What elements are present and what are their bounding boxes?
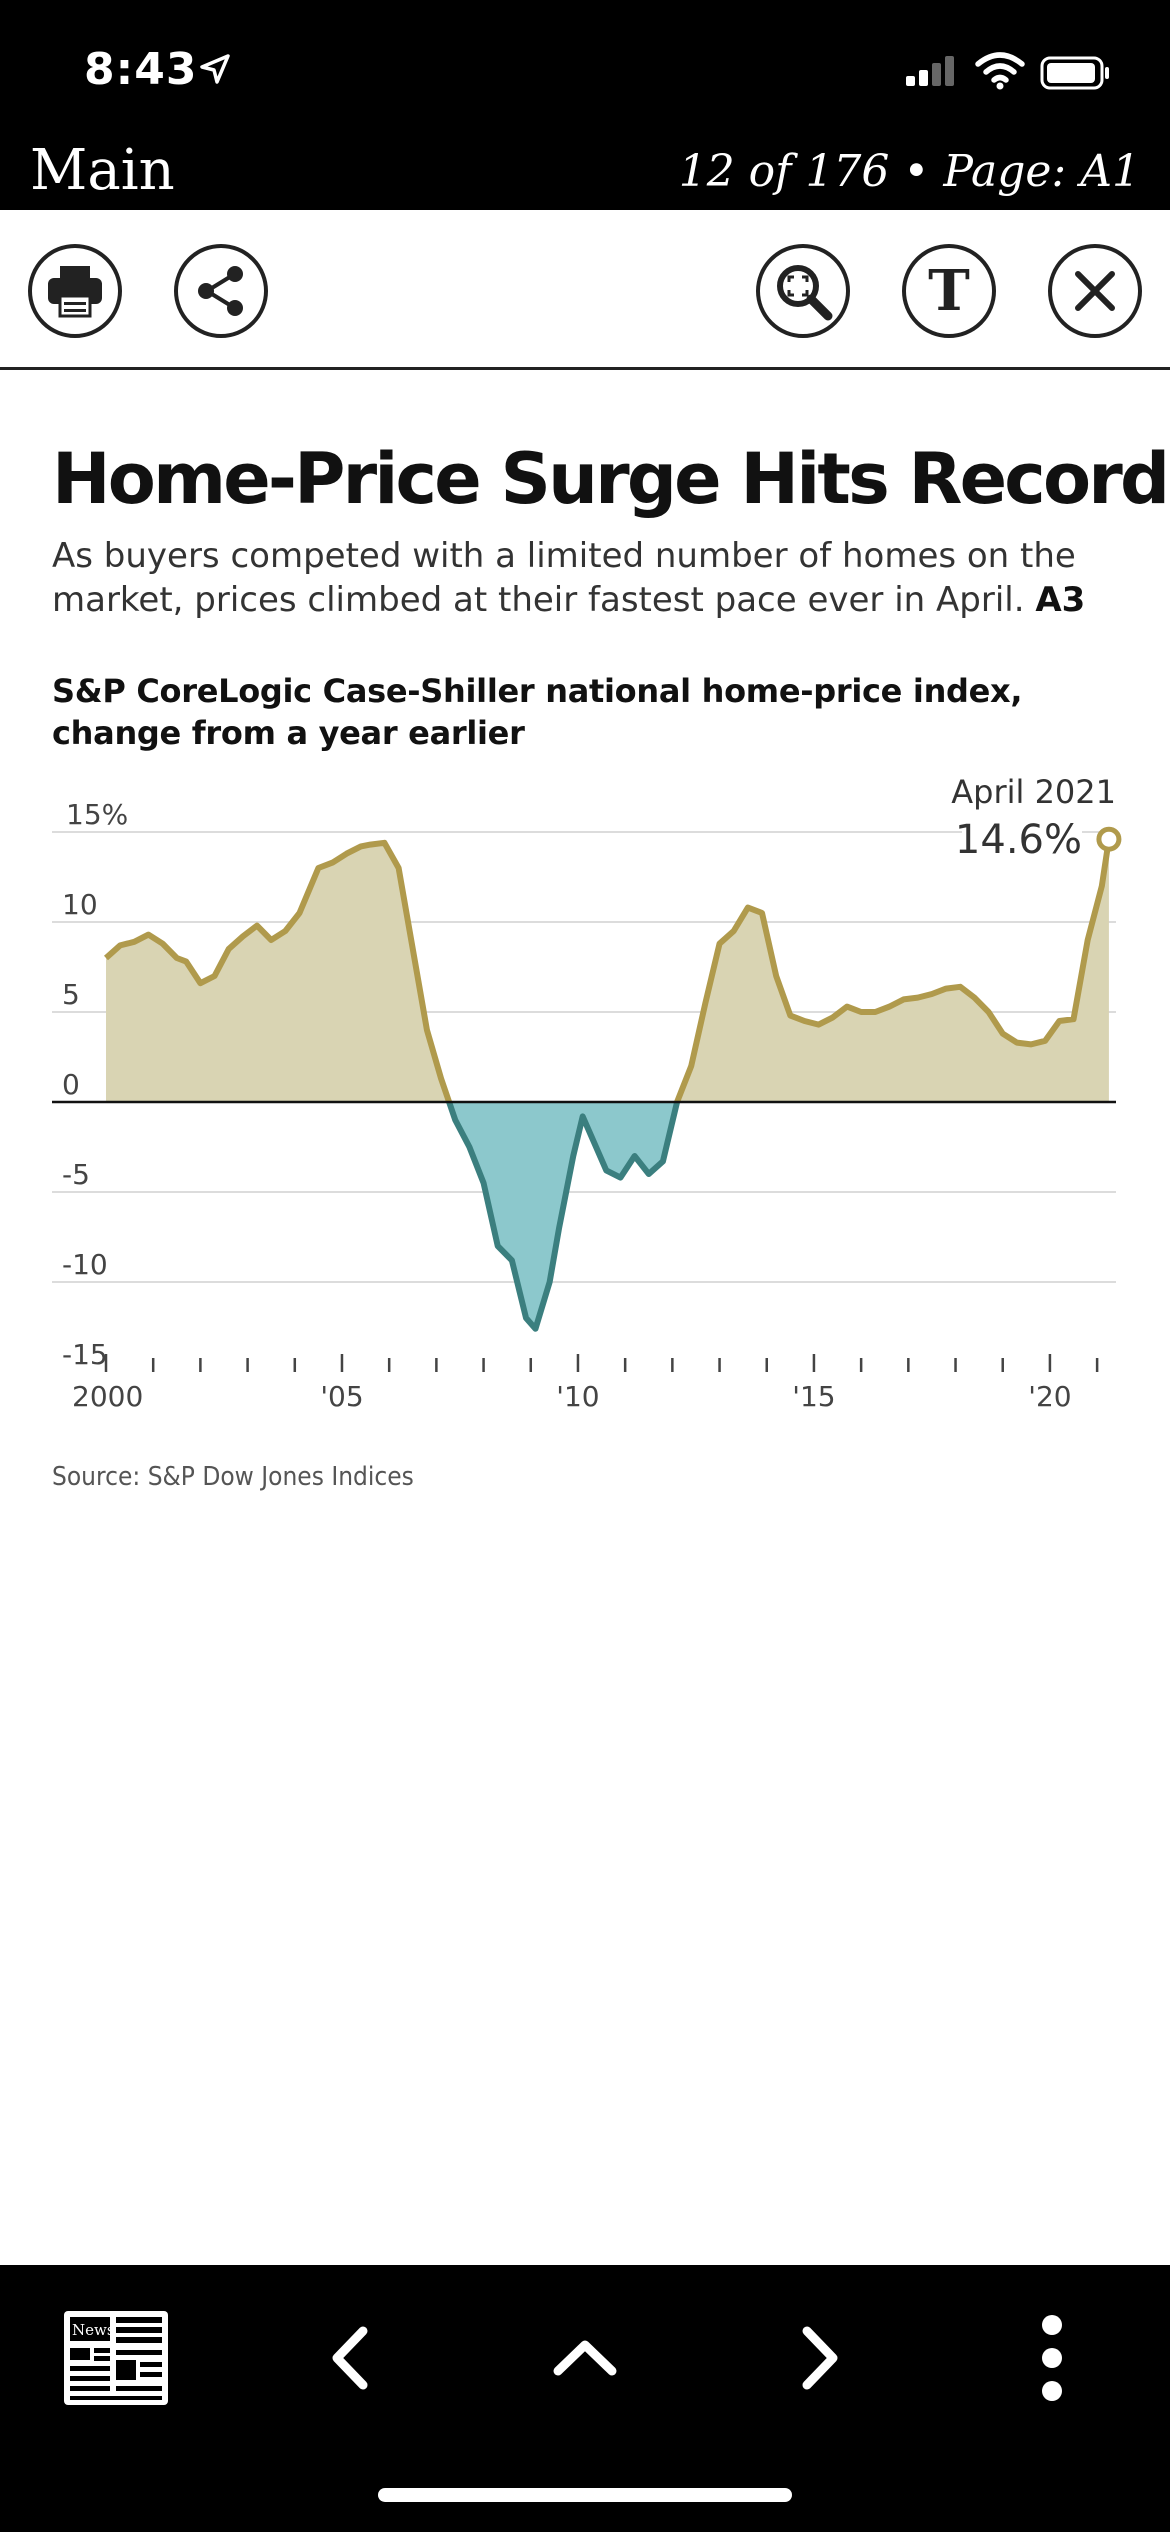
annotation-marker (1096, 826, 1122, 852)
x-tick-label: '20 (1028, 1380, 1071, 1413)
print-button[interactable] (28, 244, 122, 338)
printer-icon (48, 266, 102, 318)
more-vertical-icon (1042, 2315, 1062, 2401)
negative-area (106, 1102, 1109, 1329)
header-main-link[interactable]: Main (30, 138, 175, 203)
share-icon (198, 266, 243, 316)
chart-title: S&P CoreLogic Case-Shiller national home… (52, 670, 1132, 754)
top-bar: 8:43 Main 12 of 176 • Page: A1 (0, 0, 1170, 210)
page-indicator: 12 of 176 • Page: A1 (678, 146, 1140, 197)
y-tick-label: 10 (62, 888, 98, 921)
chevron-right-icon (802, 2326, 838, 2390)
share-button[interactable] (174, 244, 268, 338)
series-line-negative (445, 1102, 681, 1332)
close-icon (1075, 271, 1115, 311)
dek-page-ref[interactable]: A3 (1035, 580, 1086, 620)
y-tick-label: -5 (62, 1158, 90, 1191)
y-tick-label: -10 (62, 1248, 108, 1281)
home-price-chart: 15% 10 5 0 -5 -10 -15 2000 '05 '10 '15 '20 April 202… (52, 773, 1122, 1413)
home-indicator[interactable] (378, 2488, 792, 2502)
x-tick-label: 2000 (72, 1380, 143, 1413)
battery-icon (1040, 56, 1109, 90)
y-tick-label: 5 (62, 978, 80, 1011)
y-tick-label: 15% (66, 798, 128, 831)
zoom-button[interactable] (756, 244, 850, 338)
series-line-positive (104, 838, 1112, 1102)
page-overview-button[interactable] (535, 2293, 635, 2423)
text-size-icon: T (928, 258, 970, 324)
chevron-up-icon (553, 2340, 617, 2376)
y-tick-label: -15 (62, 1338, 108, 1371)
zoom-icon (777, 265, 833, 321)
article-dek: As buyers competed with a limited number… (52, 534, 1132, 622)
chevron-left-icon (332, 2326, 368, 2390)
cellular-signal-icon (906, 56, 954, 86)
x-tick-label: '05 (320, 1380, 363, 1413)
annotation-backdrop (962, 813, 1082, 866)
svg-text:News: News (72, 2321, 115, 2339)
location-arrow-icon (200, 54, 230, 84)
positive-area (106, 839, 1109, 1102)
next-page-button[interactable] (770, 2293, 870, 2423)
sections-button[interactable]: News (56, 2293, 176, 2423)
bottom-bar: News (0, 2265, 1170, 2532)
previous-page-button[interactable] (300, 2293, 400, 2423)
annotation-date: April 2021 (951, 773, 1116, 811)
newspaper-icon: News (64, 2311, 168, 2405)
text-size-button[interactable]: T (902, 244, 996, 338)
y-tick-label: 0 (62, 1068, 80, 1101)
article-headline: Home-Price Surge Hits Record (52, 438, 1170, 520)
dek-text: As buyers competed with a limited number… (52, 536, 1076, 620)
more-options-button[interactable] (1002, 2293, 1102, 2423)
wifi-icon (975, 52, 1025, 90)
x-tick-label: '10 (556, 1380, 599, 1413)
status-time: 8:43 (84, 44, 198, 95)
x-tick-label: '15 (792, 1380, 835, 1413)
toolbar: T (0, 210, 1170, 370)
chart-title-line-2: change from a year earlier (52, 714, 525, 752)
annotation-value: 14.6% (955, 817, 1082, 863)
chart-source: Source: S&P Dow Jones Indices (52, 1462, 414, 1492)
close-button[interactable] (1048, 244, 1142, 338)
chart-title-line-1: S&P CoreLogic Case-Shiller national home… (52, 672, 1023, 710)
